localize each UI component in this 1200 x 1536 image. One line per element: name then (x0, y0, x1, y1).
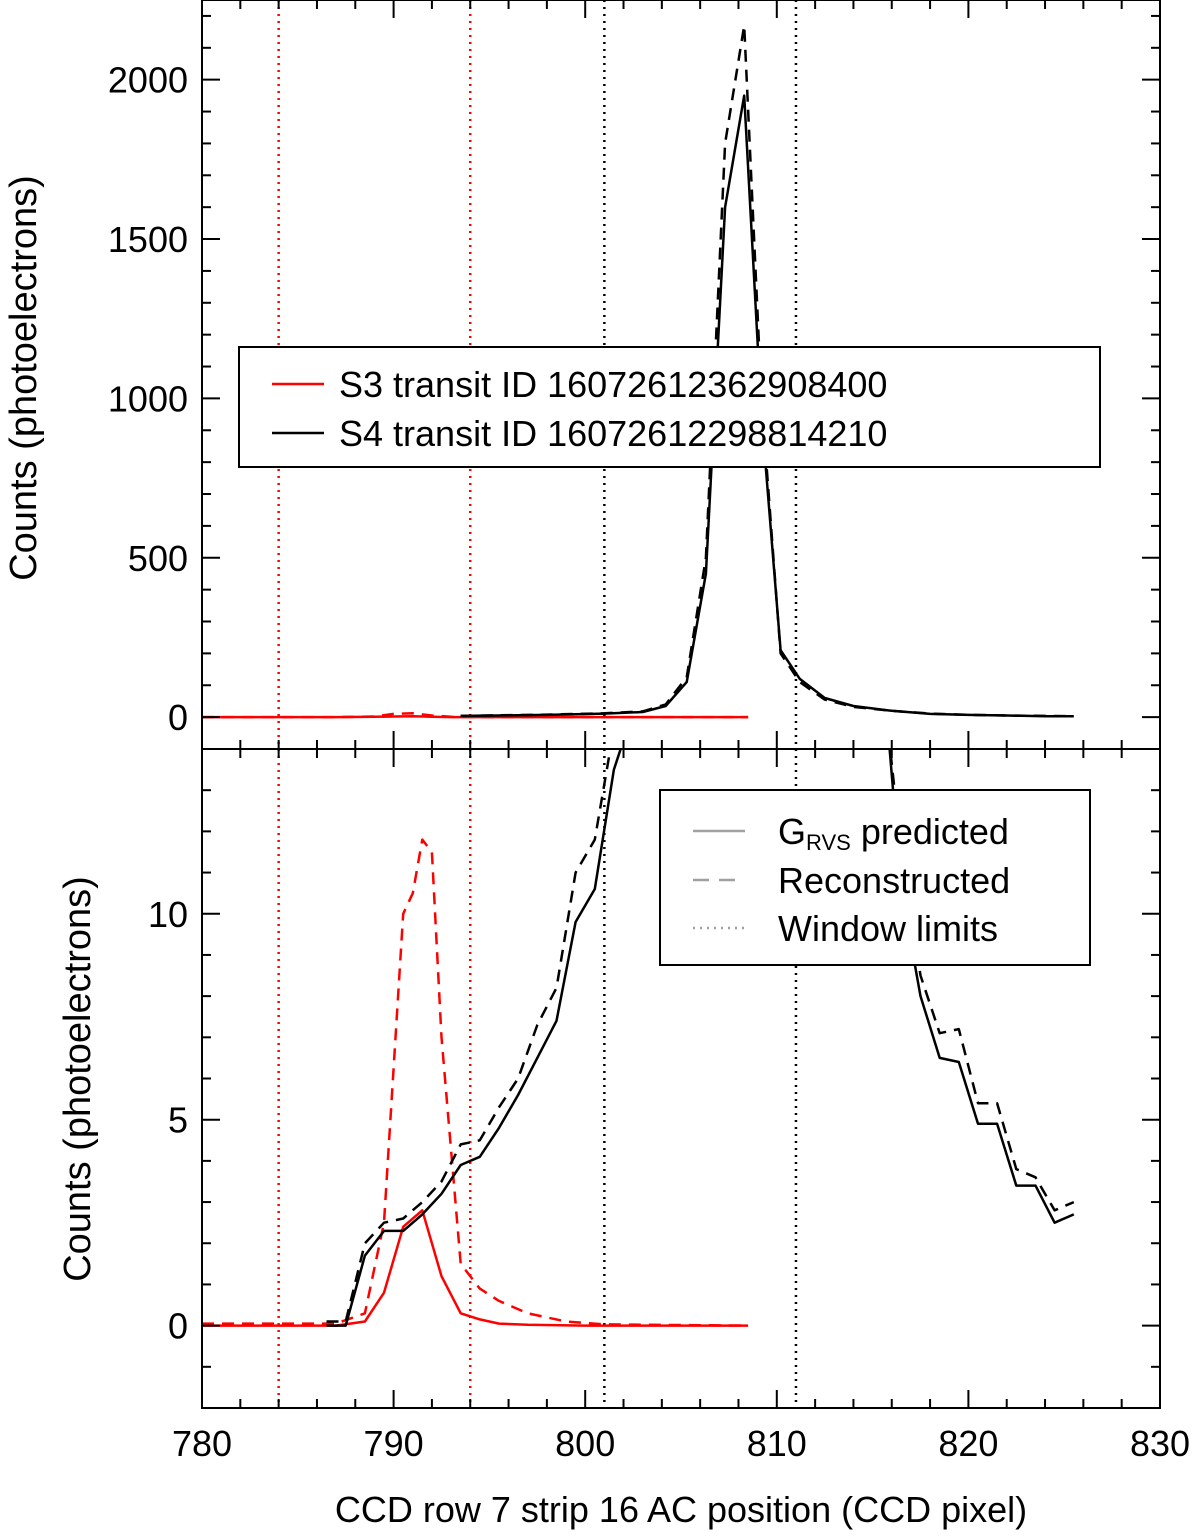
top-legend: S3 transit ID 1607261236290840​0 S4 tran… (238, 346, 1101, 468)
bottom-plot-frame (201, 748, 1161, 1409)
top-ytick-label: 1500 (108, 219, 188, 260)
bottom-xtick-label: 800 (555, 1423, 615, 1464)
bottom-ticks: 0 5 10 780 790 800 810 820 830 (148, 749, 1190, 1464)
top-legend-box (238, 346, 1101, 468)
bottom-xtick-label: 790 (364, 1423, 424, 1464)
top-ytick-label: 500 (128, 538, 188, 579)
bottom-ytick-label: 0 (168, 1306, 188, 1347)
bottom-xtick-label: 810 (747, 1423, 807, 1464)
top-series-s3-predicted (202, 714, 749, 719)
legend-window-label: Window limits (778, 908, 998, 949)
bottom-series-s3-reconstructed (202, 838, 749, 1327)
legend-predicted-suffix: predicted (851, 811, 1009, 852)
legend-s3-label: S3 transit ID 1607261236290840​0 (339, 364, 887, 405)
bottom-series-s4-reconstructed (326, 749, 1075, 1323)
legend-predicted-g: G (778, 811, 806, 852)
top-ylabel: Counts (photoelectrons) (3, 175, 45, 581)
x-axis-label: CCD row 7 strip 16 AC position (CCD pixe… (335, 1489, 1027, 1530)
top-ytick-label: 1000 (108, 378, 188, 419)
bottom-vlines (277, 749, 798, 1408)
bottom-xtick-label: 780 (172, 1423, 232, 1464)
bottom-xtick-label: 820 (938, 1423, 998, 1464)
top-series-s3-reconstructed (202, 712, 749, 719)
top-series (202, 24, 1074, 719)
legend-predicted-sub: RVS (806, 830, 851, 855)
top-panel: 0 500 1000 1500 2000 Counts (photoelectrons)… (3, 0, 1161, 750)
bottom-ytick-label: 5 (168, 1100, 188, 1141)
top-ytick-label: 2000 (108, 60, 188, 101)
bottom-series-s4-predicted (326, 749, 1075, 1327)
bottom-ytick-label: 10 (148, 894, 188, 935)
legend-predicted-label: GRVS predicted (778, 811, 1009, 855)
legend-reconstructed-label: Reconstructed (778, 860, 1010, 901)
bottom-series (202, 749, 1075, 1327)
top-ticks: 0 500 1000 1500 2000 (108, 0, 1160, 749)
bottom-series-s3-predicted (202, 1209, 749, 1327)
top-series-s4-reconstructed (460, 24, 1074, 718)
top-vlines (277, 0, 798, 749)
bottom-legend-box (659, 789, 1091, 966)
bottom-xtick-label: 830 (1130, 1423, 1190, 1464)
bottom-legend: GRVS predicted Reconstructed Window limi… (659, 789, 1091, 966)
top-ytick-label: 0 (168, 697, 188, 738)
bottom-ylabel: Counts (photoelectrons) (57, 876, 99, 1282)
bottom-panel: 0 5 10 780 790 800 810 820 830 Counts (photoelec… (57, 748, 1190, 1530)
legend-s4-label: S4 transit ID 160726122988142​10 (339, 413, 887, 454)
